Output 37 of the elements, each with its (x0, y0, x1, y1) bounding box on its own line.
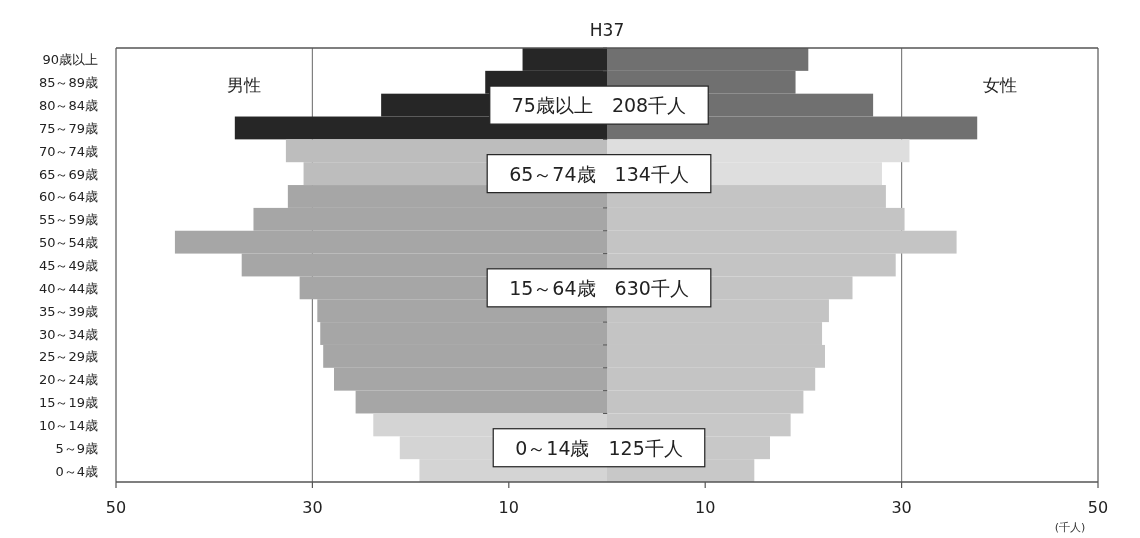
y-tick-label: 65～69歳 (38, 166, 98, 182)
annotation: 15～64歳 630千人 (486, 268, 712, 308)
y-tick-label: 25～29歳 (38, 349, 98, 365)
y-tick-label: 20～24歳 (38, 372, 98, 388)
x-axis-title: (千人) (1054, 521, 1086, 534)
x-tick-label: 30 (891, 498, 912, 517)
y-tick-label: 15～19歳 (38, 395, 98, 411)
y-tick-label: 10～14歳 (38, 417, 98, 433)
annotation: 15～64歳 630千人 (509, 276, 689, 299)
x-tick-label: 30 (302, 498, 323, 517)
series-label: 男性 (226, 75, 261, 96)
y-tick-label: 30～34歳 (38, 326, 98, 342)
y-tick-label: 70～74歳 (38, 143, 98, 159)
annotation: 75歳以上 208千人 (511, 94, 687, 117)
x-tick-label: 50 (105, 498, 127, 517)
x-tick-label: 10 (498, 498, 519, 517)
y-tick-label: 90歳以上 (42, 52, 98, 68)
x-tick-label: 10 (695, 498, 716, 517)
annotation: 0～14歳 125千人 (515, 436, 683, 459)
y-tick-label: 35～39歳 (38, 303, 98, 319)
x-tick-label: 50 (1087, 498, 1109, 517)
annotation: 65～74歳 134千人 (509, 162, 689, 185)
y-tick-label: 45～49歳 (38, 258, 98, 273)
annotation: 0～14歳 125千人 (492, 428, 706, 468)
y-tick-label: 55～59歳 (38, 212, 98, 228)
chart-title: H37 (589, 20, 625, 40)
annotation: 65～74歳 134千人 (486, 154, 712, 194)
y-tick-label: 60～64歳 (38, 189, 98, 205)
y-tick-label: 50～54歳 (38, 235, 98, 251)
y-tick-label: 40～44歳 (38, 280, 98, 296)
y-tick-label: 5～9歳 (55, 440, 98, 456)
annotation: 75歳以上 208千人 (489, 85, 709, 125)
y-tick-label: 75～79歳 (38, 120, 98, 136)
y-tick-label: 85～89歳 (38, 75, 98, 91)
y-tick-label: 0～4歳 (55, 463, 98, 479)
y-tick-label: 80～84歳 (38, 98, 98, 114)
series-label: 女性 (982, 75, 1017, 96)
